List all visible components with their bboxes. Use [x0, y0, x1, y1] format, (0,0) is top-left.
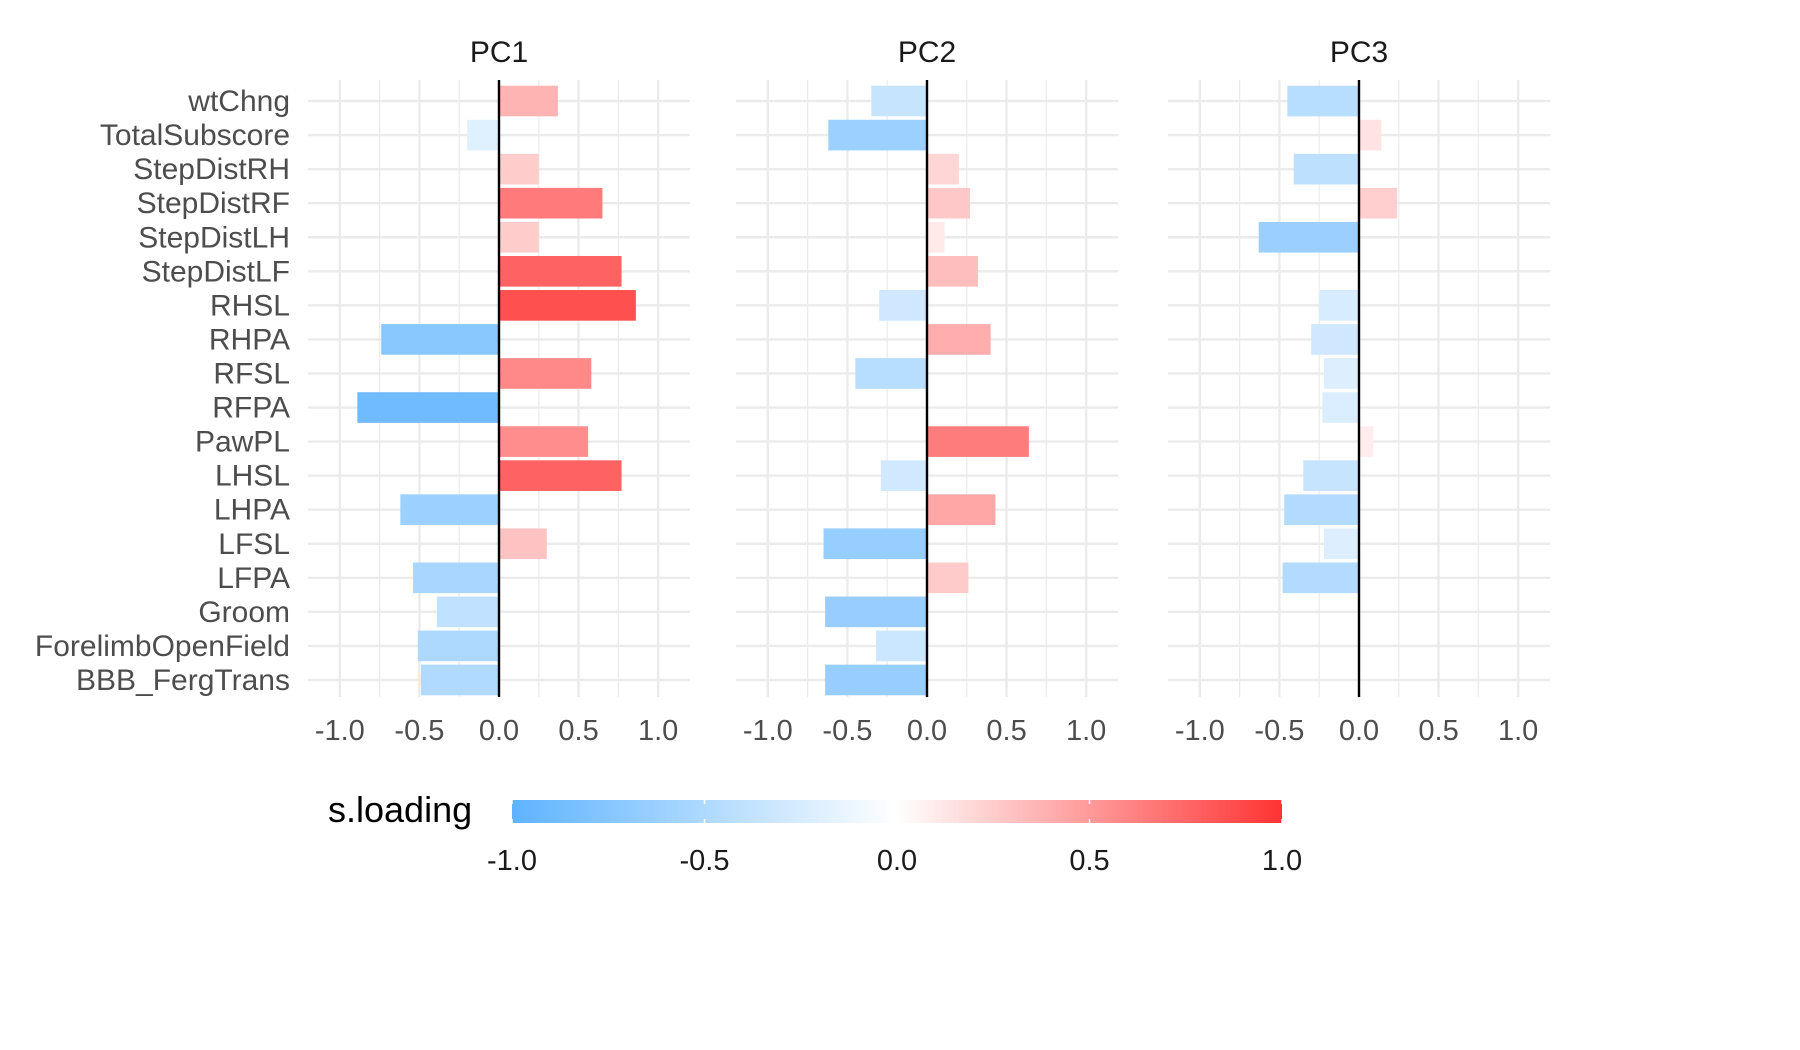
bar-PawPL — [1359, 426, 1374, 457]
bar-LFSL — [499, 528, 547, 560]
bar-LHSL — [880, 460, 927, 491]
y-tick-label: LFPA — [217, 562, 290, 595]
bar-ForelimbOpenField — [417, 630, 499, 662]
x-tick-label: 0.5 — [1418, 715, 1458, 747]
x-tick-label: -0.5 — [394, 715, 444, 747]
y-tick-label: LHSL — [215, 460, 290, 493]
x-tick-label: -1.0 — [1175, 715, 1225, 747]
x-tick-label: 0.5 — [986, 715, 1026, 747]
legend-tick-label: 0.0 — [877, 845, 917, 877]
x-tick-label: 1.0 — [638, 715, 678, 747]
bar-RFPA — [1322, 392, 1359, 423]
y-tick-label: LFSL — [218, 528, 290, 561]
bar-RFSL — [1323, 358, 1359, 389]
bar-RHPA — [381, 324, 499, 355]
bar-ForelimbOpenField — [876, 630, 927, 662]
y-tick-label: RHPA — [209, 323, 290, 356]
legend-colorbar — [512, 800, 1282, 823]
bar-Groom — [825, 596, 927, 628]
bar-wtChng — [1287, 85, 1359, 117]
bar-BBB_FergTrans — [421, 664, 499, 696]
bar-LFPA — [1282, 562, 1359, 594]
bar-LFPA — [413, 562, 499, 594]
y-tick-label: StepDistLF — [142, 255, 290, 288]
legend-tick-label: 0.5 — [1069, 845, 1109, 877]
y-tick-label: ForelimbOpenField — [35, 630, 290, 663]
bar-RHSL — [1319, 290, 1359, 321]
bar-StepDistRH — [499, 153, 539, 185]
bar-Groom — [436, 596, 499, 628]
bar-wtChng — [499, 85, 558, 117]
bar-LHPA — [400, 494, 499, 526]
legend-tick-label: -0.5 — [680, 845, 730, 877]
color-legend: s.loading -1.0 -0.5 0.0 0.5 1.0 — [328, 789, 1302, 877]
bar-TotalSubscore — [1359, 119, 1382, 151]
bar-LFPA — [927, 562, 969, 594]
bar-PawPL — [499, 426, 589, 457]
bar-RHSL — [499, 290, 636, 321]
bar-BBB_FergTrans — [825, 664, 927, 696]
bar-StepDistLF — [927, 255, 978, 287]
y-tick-label: StepDistRH — [133, 153, 290, 186]
facet-pc2: PC2 -1.0 -0.5 0.0 0.5 1.0 — [736, 36, 1118, 747]
facet-label: PC2 — [898, 36, 956, 69]
y-tick-label: RFSL — [213, 357, 290, 390]
facet-pc3: PC3 -1.0 -0.5 0.0 0.5 1.0 — [1168, 36, 1550, 747]
legend-title: s.loading — [328, 789, 472, 830]
variable-axis: wtChngTotalSubscoreStepDistRHStepDistRFS… — [35, 85, 290, 697]
bar-StepDistLH — [499, 221, 539, 253]
bar-RHSL — [879, 290, 927, 321]
bar-LHSL — [1303, 460, 1359, 491]
x-tick-label: 0.5 — [558, 715, 598, 747]
x-tick-label: 0.0 — [907, 715, 947, 747]
bar-LHPA — [927, 494, 996, 526]
y-tick-label: PawPL — [195, 426, 290, 459]
bar-StepDistLH — [927, 221, 945, 253]
x-tick-label: -1.0 — [315, 715, 365, 747]
facet-pc1: PC1 -1.0 -0.5 0.0 0.5 1.0 — [308, 36, 690, 747]
bar-wtChng — [871, 85, 927, 117]
y-tick-label: StepDistLH — [138, 221, 290, 254]
bar-StepDistLH — [1258, 221, 1359, 253]
y-tick-label: LHPA — [214, 494, 290, 527]
bar-StepDistRF — [1359, 187, 1398, 219]
y-tick-label: Groom — [198, 596, 290, 629]
x-tick-label: 1.0 — [1498, 715, 1538, 747]
y-tick-label: StepDistRF — [137, 187, 290, 220]
bar-LHPA — [1284, 494, 1359, 526]
x-tick-label: -1.0 — [743, 715, 793, 747]
facet-label: PC3 — [1330, 36, 1388, 69]
bar-StepDistRH — [1293, 153, 1359, 185]
bar-StepDistRF — [499, 187, 603, 219]
legend-tick-label: -1.0 — [487, 845, 537, 877]
bar-TotalSubscore — [467, 119, 499, 151]
y-tick-label: TotalSubscore — [100, 119, 290, 152]
legend-tick-label: 1.0 — [1262, 845, 1302, 877]
y-tick-label: BBB_FergTrans — [76, 664, 290, 697]
bar-RHPA — [927, 324, 991, 355]
x-tick-label: 1.0 — [1066, 715, 1106, 747]
bar-RHPA — [1311, 324, 1359, 355]
bar-RFPA — [357, 392, 499, 423]
x-tick-label: 0.0 — [1339, 715, 1379, 747]
bar-LFSL — [1323, 528, 1359, 560]
bar-LHSL — [499, 460, 622, 491]
bar-StepDistLF — [499, 255, 622, 287]
bar-RFSL — [855, 358, 927, 389]
bar-TotalSubscore — [828, 119, 927, 151]
y-tick-label: RHSL — [210, 289, 290, 322]
bar-PawPL — [927, 426, 1029, 457]
facet-label: PC1 — [470, 36, 528, 69]
x-tick-label: 0.0 — [479, 715, 519, 747]
bar-LFSL — [823, 528, 927, 560]
x-tick-label: -0.5 — [822, 715, 872, 747]
bar-StepDistRH — [927, 153, 959, 185]
y-tick-label: RFPA — [212, 392, 290, 425]
facet-panels: PC1 -1.0 -0.5 0.0 0.5 1.0 PC2 -1.0 -0.5 0.0 0.5 1.0… — [308, 36, 1550, 747]
x-tick-label: -0.5 — [1254, 715, 1304, 747]
bar-StepDistRF — [927, 187, 970, 219]
y-tick-label: wtChng — [187, 85, 290, 118]
bar-RFSL — [499, 358, 592, 389]
